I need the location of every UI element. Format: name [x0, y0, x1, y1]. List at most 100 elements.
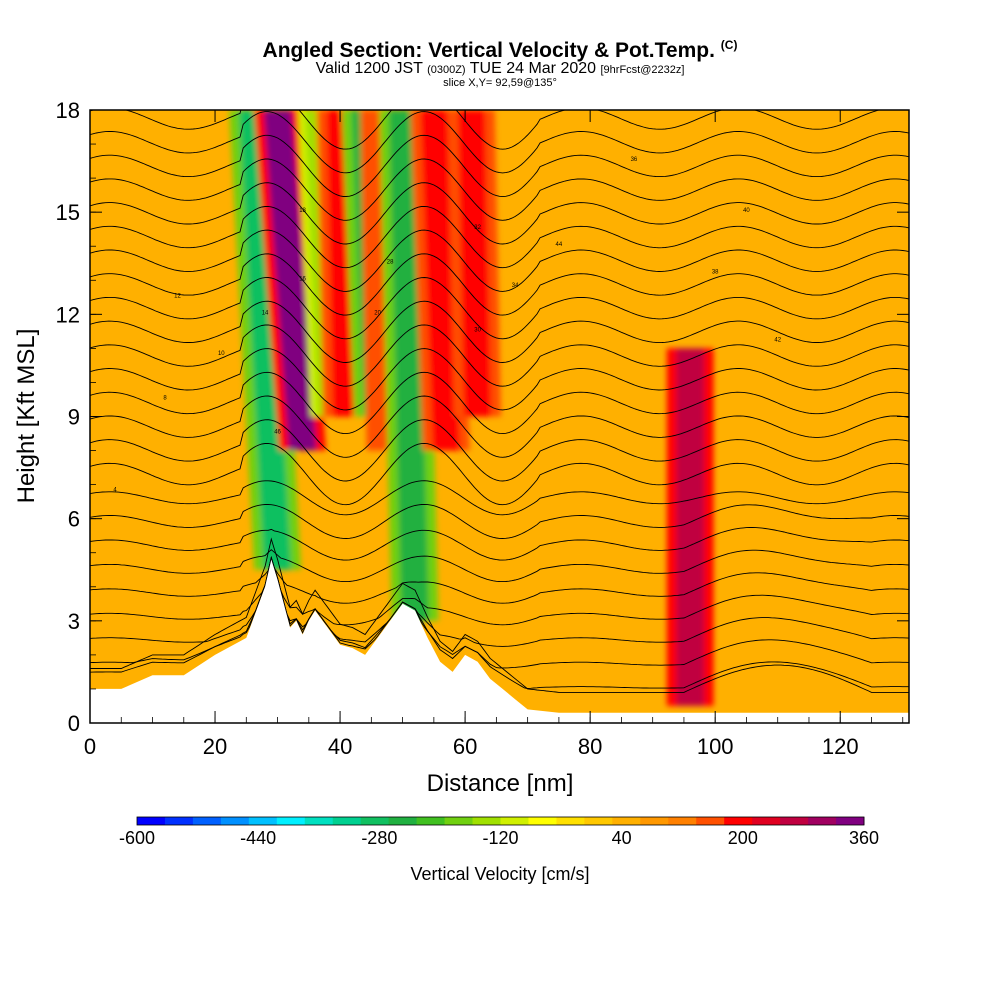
colorbar-swatch	[248, 817, 278, 825]
colorbar-swatch	[696, 817, 725, 825]
colorbar-swatch	[668, 817, 697, 825]
y-tick-label: 12	[56, 302, 80, 327]
chart-valid-time: Valid 1200 JST (0300Z) TUE 24 Mar 2020 […	[315, 60, 685, 77]
theta-contour	[90, 229, 909, 292]
colorbar-swatch	[780, 817, 809, 825]
colorbar-tick-label: -120	[482, 828, 518, 848]
y-tick-label: 9	[68, 405, 80, 430]
updraft-band	[263, 110, 317, 451]
colorbar-swatch	[612, 817, 641, 825]
updraft-band	[457, 110, 492, 417]
colorbar-swatch	[220, 817, 250, 825]
theta-contour	[90, 205, 909, 269]
theta-contour	[90, 480, 909, 516]
downdraft-band	[238, 110, 292, 570]
theta-contour	[90, 277, 909, 340]
colorbar-swatch	[500, 817, 529, 825]
colorbar-swatch	[444, 817, 474, 825]
colorbar-swatch	[752, 817, 781, 825]
contour-label: 8	[163, 395, 167, 401]
colorbar-swatch	[528, 817, 557, 825]
contour-label: 14	[262, 310, 269, 316]
x-tick-label: 120	[822, 734, 859, 759]
colorbar-swatch	[164, 817, 194, 825]
colorbar-swatch	[332, 817, 362, 825]
chart-slice-info: slice X,Y= 92,59@135°	[443, 77, 557, 89]
contour-label: 38	[712, 269, 719, 275]
theta-contour	[90, 503, 909, 539]
theta-contour	[90, 442, 909, 506]
colorbar-swatch	[584, 817, 613, 825]
y-tick-label: 0	[68, 711, 80, 736]
colorbar-swatch	[724, 817, 753, 825]
colorbar-frame	[136, 816, 865, 826]
contour-label: 12	[174, 293, 181, 299]
theta-contour	[90, 395, 909, 458]
y-tick-label: 6	[68, 507, 80, 532]
x-tick-label: 100	[697, 734, 734, 759]
theta-contour	[90, 300, 909, 363]
theta-contour	[90, 537, 909, 693]
colorbar-swatch	[192, 817, 222, 825]
y-axis-title: Height [Kft MSL]	[13, 329, 40, 504]
contour-label: 34	[512, 283, 519, 289]
contour-label: 28	[387, 259, 394, 265]
updraft-band	[676, 348, 704, 706]
colorbar-swatch	[137, 817, 166, 825]
theta-contour	[90, 556, 909, 647]
colorbar-label: Vertical Velocity [cm/s]	[410, 864, 589, 884]
y-tick-label: 15	[56, 200, 80, 225]
x-axis-title: Distance [nm]	[427, 770, 574, 797]
colorbar-tick-label: -280	[361, 828, 397, 848]
colorbar-tick-label: -440	[240, 828, 276, 848]
contour-label: 18	[299, 208, 306, 214]
contour-label: 10	[218, 351, 225, 357]
contour-label: 46	[274, 430, 281, 436]
y-tick-label: 3	[68, 609, 80, 634]
colorbar-swatch	[836, 817, 865, 825]
theta-contour	[90, 371, 909, 435]
contour-label: 32	[474, 225, 481, 231]
theta-contour	[90, 549, 909, 583]
contour-label: 36	[631, 157, 638, 163]
theta-contour	[90, 556, 909, 604]
x-tick-label: 0	[84, 734, 96, 759]
y-tick-label: 18	[56, 98, 80, 123]
contour-label: 20	[374, 310, 381, 316]
theta-contour	[90, 253, 909, 316]
colorbar-swatch	[808, 817, 837, 825]
colorbar-swatch	[640, 817, 669, 825]
x-tick-label: 20	[203, 734, 227, 759]
theta-contour	[90, 527, 909, 561]
colorbar-tick-label: 200	[728, 828, 758, 848]
colorbar-swatch	[416, 817, 446, 825]
theta-contour	[90, 556, 909, 669]
theta-contour	[90, 419, 909, 482]
x-tick-label: 80	[578, 734, 602, 759]
theta-contour	[90, 556, 909, 689]
x-tick-label: 40	[328, 734, 352, 759]
chart-title: Angled Section: Vertical Velocity & Pot.…	[262, 38, 738, 62]
contour-label: 4	[113, 487, 117, 493]
contour-label: 16	[299, 276, 306, 282]
colorbar-swatch	[360, 817, 390, 825]
theta-contour	[90, 324, 909, 387]
theta-contour	[90, 158, 909, 221]
contour-label: 30	[474, 327, 481, 333]
colorbar-tick-label: -600	[119, 828, 155, 848]
colorbar-tick-label: 40	[612, 828, 632, 848]
colorbar-swatch	[304, 817, 334, 825]
theta-contour	[90, 348, 909, 411]
colorbar-swatch	[388, 817, 418, 825]
contour-label: 42	[774, 338, 781, 344]
contour-label: 44	[556, 242, 563, 248]
theta-contour	[90, 134, 909, 198]
theta-contour	[90, 111, 909, 174]
x-tick-label: 60	[453, 734, 477, 759]
colorbar-tick-label: 360	[849, 828, 879, 848]
colorbar-swatch	[276, 817, 306, 825]
contour-label: 40	[743, 208, 750, 214]
terrain	[90, 559, 909, 723]
